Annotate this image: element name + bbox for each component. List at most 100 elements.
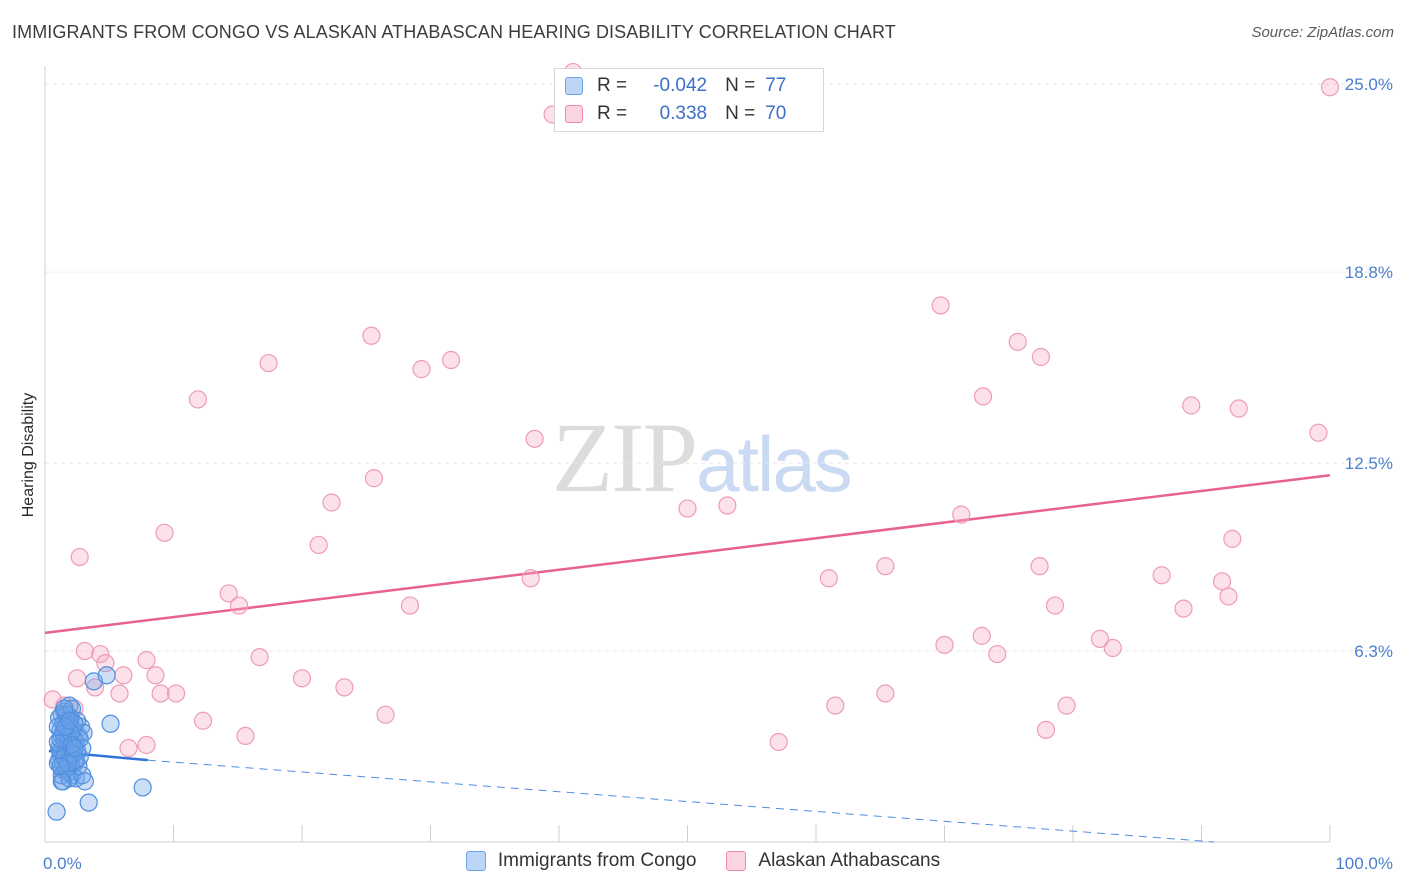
- athabascan-point: [250, 647, 269, 667]
- athabascan-point: [1030, 557, 1049, 576]
- legend-label-athabascan: Alaskan Athabascans: [758, 850, 941, 871]
- athabascan-point: [718, 496, 737, 515]
- series-legend: Immigrants from Congo Alaskan Athabascan…: [0, 850, 1406, 872]
- athabascan-point: [1090, 629, 1110, 649]
- athabascan-point: [876, 684, 895, 703]
- y-axis-label: Hearing Disability: [20, 393, 37, 518]
- congo-point: [62, 735, 82, 755]
- data-points: [43, 62, 1340, 821]
- congo-point: [133, 778, 152, 797]
- athabascan-point: [110, 684, 129, 703]
- legend-r-label: R =: [597, 75, 628, 96]
- chart-title: IMMIGRANTS FROM CONGO VS ALASKAN ATHABAS…: [12, 22, 896, 42]
- athabascan-point: [188, 390, 208, 409]
- athabascan-point: [1320, 78, 1340, 97]
- athabascan-point: [322, 493, 341, 512]
- legend-item-athabascan[interactable]: Alaskan Athabascans: [726, 850, 940, 872]
- athabascan-point: [935, 635, 954, 655]
- legend-r-value: -0.042: [653, 75, 708, 96]
- athabascan-point: [1152, 566, 1171, 585]
- athabascan-point: [119, 738, 138, 758]
- congo-point: [60, 711, 79, 730]
- athabascan-point: [362, 326, 381, 345]
- legend-swatch-athabascan: [726, 851, 747, 871]
- x-tick-label: 100.0%: [1335, 854, 1393, 873]
- athabascan-point: [146, 666, 165, 685]
- athabascan-point: [219, 584, 238, 603]
- athabascan-point: [1008, 332, 1027, 351]
- athabascan-point: [769, 732, 788, 752]
- athabascan-point: [1174, 599, 1193, 618]
- legend-n-value: 70: [765, 103, 787, 124]
- athabascan-point: [91, 644, 110, 664]
- athabascan-point: [86, 678, 105, 697]
- legend-row-athabascan: R = 0.338 N = 70: [565, 100, 786, 128]
- athabascan-point: [292, 669, 312, 688]
- athabascan-point: [400, 596, 420, 615]
- y-tick-label: 25.0%: [1345, 75, 1393, 94]
- athabascan-point: [364, 469, 384, 488]
- athabascan-point: [876, 557, 895, 576]
- athabascan-point: [114, 666, 133, 685]
- athabascan-point: [259, 353, 278, 373]
- legend-swatch-congo: [565, 77, 583, 95]
- athabascan-point: [1057, 696, 1076, 715]
- watermark: ZIPatlas: [552, 400, 853, 515]
- legend-n-label: N =: [725, 103, 756, 124]
- athabascan-point: [988, 644, 1007, 664]
- athabascan-point: [137, 651, 156, 670]
- athabascan-point: [70, 547, 89, 567]
- watermark-atlas: atlas: [696, 420, 853, 508]
- athabascan-point: [309, 535, 328, 555]
- congo-point: [51, 757, 70, 776]
- legend-n-value: 77: [765, 75, 787, 96]
- watermark-zip: ZIP: [552, 402, 698, 513]
- congo-point: [47, 802, 66, 821]
- congo-trend-dashed: [147, 759, 1215, 843]
- athabascan-point: [678, 499, 697, 518]
- athabascan-point: [1229, 399, 1248, 418]
- correlation-legend: R = -0.042 N = 77 R = 0.338 N = 70: [554, 68, 824, 132]
- legend-item-congo[interactable]: Immigrants from Congo: [465, 850, 697, 872]
- y-tick-label: 6.3%: [1354, 642, 1393, 661]
- congo-point: [65, 738, 84, 758]
- legend-swatch-athabascan: [565, 105, 583, 123]
- athabascan-point: [412, 360, 431, 379]
- athabascan-point: [68, 669, 87, 688]
- athabascan-trend-line: [44, 473, 1331, 635]
- athabascan-point: [1031, 347, 1050, 367]
- legend-swatch-congo: [465, 851, 486, 871]
- legend-r-value: 0.338: [659, 103, 708, 124]
- athabascan-point: [166, 684, 186, 703]
- legend-label-congo: Immigrants from Congo: [497, 850, 697, 871]
- athabascan-point: [1219, 587, 1238, 606]
- athabascan-point: [1045, 596, 1065, 615]
- trend-lines: [44, 473, 1331, 843]
- athabascan-point: [1212, 572, 1232, 591]
- axes: [44, 66, 1331, 843]
- legend-n-label: N =: [725, 75, 756, 96]
- athabascan-point: [1182, 396, 1201, 415]
- athabascan-point: [1223, 529, 1242, 548]
- athabascan-point: [973, 387, 993, 406]
- tick-labels: 6.3% 12.5% 18.8% 25.0% 0.0% 100.0%: [43, 75, 1393, 873]
- y-tick-label: 18.8%: [1345, 263, 1393, 282]
- x-tick-label: 0.0%: [43, 854, 82, 873]
- congo-point: [52, 772, 71, 791]
- athabascan-point: [441, 350, 461, 370]
- athabascan-point: [931, 296, 950, 315]
- source-note: Source: ZipAtlas.com: [1251, 24, 1394, 41]
- athabascan-point: [236, 726, 255, 746]
- grid-lines: [45, 83, 1390, 652]
- congo-point: [101, 714, 120, 733]
- athabascan-point: [155, 523, 174, 542]
- athabascan-point: [193, 711, 213, 730]
- athabascan-point: [1036, 720, 1056, 739]
- athabascan-point: [1309, 423, 1328, 442]
- legend-row-congo: R = -0.042 N = 77: [565, 72, 786, 100]
- congo-point: [75, 772, 94, 791]
- y-tick-label: 12.5%: [1345, 454, 1393, 473]
- congo-point: [97, 666, 116, 685]
- athabascan-point: [819, 569, 838, 588]
